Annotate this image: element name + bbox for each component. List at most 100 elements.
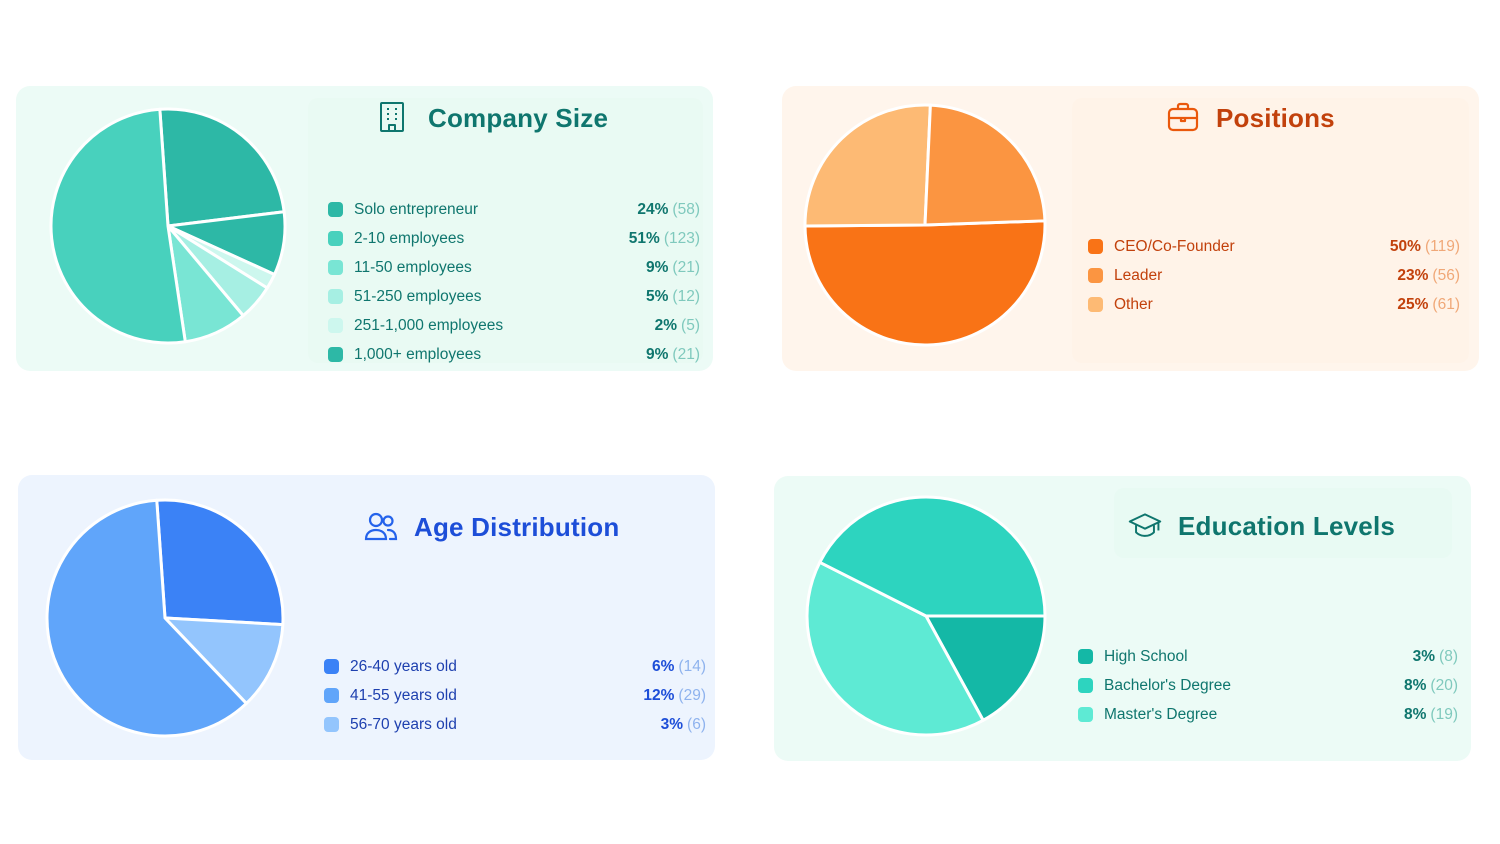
chart-legend: 26-40 years old 6% (14) 41-55 years old 12%(…: [324, 652, 706, 739]
legend-count: (8): [1439, 647, 1458, 665]
pie-slice: [803, 103, 932, 228]
legend-value: 24% (58): [637, 201, 700, 219]
pie-slice: [49, 107, 187, 345]
legend-value: 25% (61): [1397, 296, 1460, 314]
legend-label: 1,000+ employees: [354, 345, 482, 363]
legend-count: (21): [672, 345, 700, 363]
legend-label: CEO/Co-Founder: [1114, 237, 1235, 255]
legend-count: (14): [678, 657, 706, 675]
legend-count: (6): [687, 715, 706, 733]
chart-title-text: Age Distribution: [414, 511, 620, 542]
legend-percent: 51%: [628, 229, 660, 247]
legend-count: (5): [681, 316, 700, 334]
legend-item: 2-10 employees 51% (123): [328, 224, 700, 253]
legend-count: (119): [1424, 237, 1460, 255]
legend-item: Master's Degree 8% (19): [1078, 700, 1458, 729]
legend-swatch: [324, 688, 339, 703]
legend-item: 51-250 employees 5% (12): [328, 282, 700, 311]
legend-percent: 8%: [1404, 705, 1427, 723]
pie-slice: [803, 219, 1047, 347]
legend-label: High School: [1104, 647, 1188, 665]
legend-item: High School 3% (8): [1078, 642, 1458, 671]
legend-swatch: [328, 347, 343, 362]
legend-percent: 8%: [1404, 676, 1427, 694]
legend-panel: [308, 98, 703, 363]
legend-percent: 24%: [637, 200, 669, 218]
users-icon: [364, 510, 398, 544]
legend-label: 51-250 employees: [354, 287, 482, 305]
legend-swatch: [328, 260, 343, 275]
chart-title: Age Distribution: [364, 497, 619, 557]
legend-item: Bachelor's Degree 8% (20): [1078, 671, 1458, 700]
legend-percent: 12%: [643, 686, 675, 704]
pie-slice: [163, 616, 285, 705]
legend-swatch: [1088, 268, 1103, 283]
legend-swatch: [1078, 678, 1093, 693]
legend-percent: 5%: [646, 287, 669, 305]
legend-swatch: [328, 318, 343, 333]
legend-panel: [1114, 488, 1452, 558]
pie-slice: [924, 614, 1047, 722]
legend-label: 251-1,000 employees: [354, 316, 504, 334]
legend-value: 6% (14): [652, 658, 706, 676]
legend-value: 8% (19): [1404, 706, 1458, 724]
legend-swatch: [1088, 239, 1103, 254]
legend-value: 8% (20): [1404, 677, 1458, 695]
chart-title-text: Positions: [1216, 102, 1335, 133]
legend-item: 56-70 years old 3% (6): [324, 710, 706, 739]
legend-swatch: [328, 289, 343, 304]
legend-value: 2% (5): [655, 317, 700, 335]
pie-slice: [158, 107, 286, 228]
graduation-cap-icon: [1128, 509, 1162, 543]
pie-chart: [49, 107, 287, 345]
legend-swatch: [324, 659, 339, 674]
legend-count: (12): [672, 287, 700, 305]
chart-title-text: Company Size: [428, 102, 609, 133]
company-size-card: Company Size Solo entrepreneur 24% (58) 2-1…: [16, 86, 713, 371]
legend-count: (29): [678, 686, 706, 704]
briefcase-icon: [1166, 101, 1200, 135]
pie-slice: [45, 498, 248, 738]
legend-item: 251-1,000 employees 2% (5): [328, 311, 700, 340]
legend-percent: 50%: [1389, 237, 1421, 255]
legend-swatch: [1078, 649, 1093, 664]
legend-label: Other: [1114, 295, 1153, 313]
legend-swatch: [324, 717, 339, 732]
legend-count: (20): [1430, 676, 1458, 694]
legend-percent: 25%: [1397, 295, 1429, 313]
age-distribution-card: Age Distribution 26-40 years old 6% (14) 41…: [18, 475, 715, 760]
chart-title: Education Levels: [1128, 496, 1395, 556]
legend-item: 11-50 employees 9% (21): [328, 253, 700, 282]
building-icon: [378, 101, 412, 135]
legend-percent: 3%: [660, 715, 684, 733]
pie-chart: [45, 498, 285, 738]
legend-count: (123): [663, 229, 700, 247]
legend-count: (21): [672, 258, 700, 276]
legend-percent: 2%: [654, 316, 678, 334]
chart-legend: CEO/Co-Founder 50% (119) Leader 23% (56) Other…: [1088, 232, 1460, 319]
pie-slice: [818, 495, 1047, 618]
legend-label: 2-10 employees: [354, 229, 465, 247]
legend-label: 26-40 years old: [350, 657, 457, 675]
legend-value: 9% (21): [646, 346, 700, 364]
legend-swatch: [328, 202, 343, 217]
pie-slice: [805, 560, 985, 737]
legend-percent: 9%: [646, 258, 669, 276]
legend-percent: 3%: [1412, 647, 1436, 665]
pie-slice: [155, 498, 285, 627]
legend-panel: [1072, 98, 1469, 363]
chart-legend: Solo entrepreneur 24% (58) 2-10 employees 51…: [328, 195, 700, 369]
chart-title: Company Size: [378, 88, 608, 148]
legend-label: Solo entrepreneur: [354, 200, 479, 218]
legend-label: Master's Degree: [1104, 705, 1218, 723]
positions-card: Positions CEO/Co-Founder 50% (119) Leader 23…: [782, 86, 1479, 371]
pie-chart: [803, 103, 1047, 347]
legend-count: (56): [1432, 266, 1460, 284]
legend-value: 51% (123): [629, 230, 700, 248]
legend-count: (19): [1430, 705, 1458, 723]
legend-label: 41-55 years old: [350, 686, 457, 704]
legend-swatch: [1078, 707, 1093, 722]
legend-label: 11-50 employees: [354, 258, 472, 276]
legend-item: Other 25% (61): [1088, 290, 1460, 319]
legend-item: 1,000+ employees 9% (21): [328, 340, 700, 369]
